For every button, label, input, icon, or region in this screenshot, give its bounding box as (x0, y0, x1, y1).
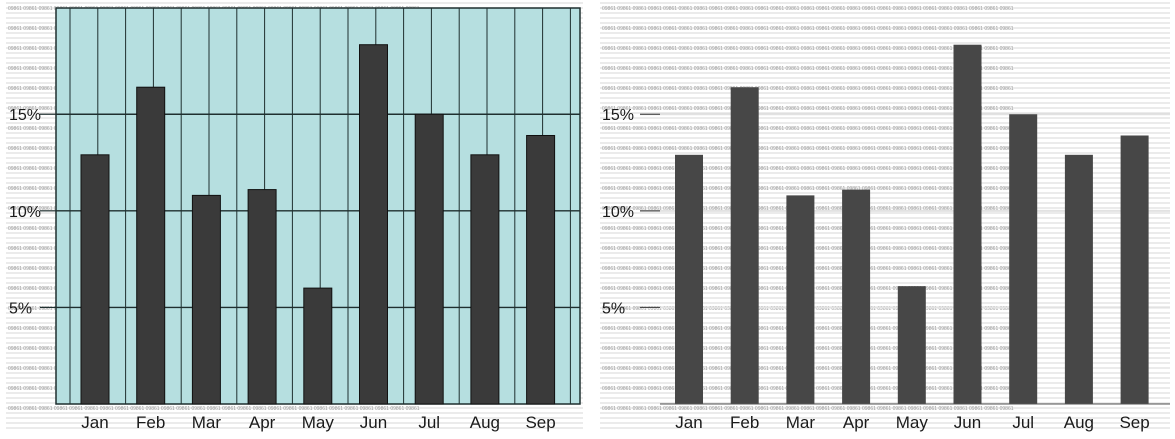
x-tick-label: May (302, 413, 335, 432)
x-tick-label: Jul (1012, 413, 1034, 432)
y-tick-label: 10% (602, 204, 634, 221)
right-bar-chart: 09861 09861 09861 09861 09861 09861 0986… (600, 2, 1170, 432)
texture-text: 09861 09861 09861 09861 09861 09861 0986… (602, 106, 1014, 112)
bar-mar (191, 194, 221, 405)
bar-may (303, 287, 333, 405)
x-tick-label: Jul (418, 413, 440, 432)
texture-text: 09861 09861 09861 09861 09861 09861 0986… (602, 146, 1014, 152)
x-tick-label: Sep (1119, 413, 1149, 432)
texture-text: 09861 09861 09861 09861 09861 09861 0986… (602, 186, 1014, 192)
bar-jun (953, 44, 982, 404)
texture-text: 09861 09861 09861 09861 09861 09861 0986… (602, 6, 1014, 12)
texture-text: 09861 09861 09861 09861 09861 09861 0986… (8, 406, 420, 412)
x-tick-label: Apr (843, 413, 870, 432)
bar-feb (136, 86, 166, 405)
bar-aug (470, 154, 500, 405)
texture-text: 09861 09861 09861 09861 09861 09861 0986… (602, 46, 1014, 52)
bar-jan (675, 154, 703, 404)
x-tick-label: Jun (360, 413, 387, 432)
texture-text: 09861 09861 09861 09861 09861 09861 0986… (602, 66, 1014, 72)
bar-jan (80, 154, 110, 405)
x-tick-label: Jun (954, 413, 981, 432)
bar-feb (730, 87, 759, 404)
x-tick-label: Aug (470, 413, 500, 432)
bar-jul (414, 113, 444, 405)
texture-text: 09861 09861 09861 09861 09861 09861 0986… (602, 126, 1014, 132)
x-tick-label: Sep (525, 413, 555, 432)
x-tick-label: May (896, 413, 929, 432)
y-tick-label: 10% (9, 204, 41, 221)
bar-sep (526, 134, 556, 405)
x-tick-label: Jan (81, 413, 108, 432)
y-tick-label: 15% (602, 107, 634, 124)
x-tick-label: Feb (730, 413, 759, 432)
bar-sep (1120, 135, 1149, 404)
texture-text: 09861 09861 09861 09861 09861 09861 0986… (602, 166, 1014, 172)
left-bar-chart: 09861 09861 09861 09861 09861 09861 0986… (6, 2, 583, 432)
x-tick-label: Apr (249, 413, 276, 432)
texture-text: 09861 09861 09861 09861 09861 09861 0986… (602, 86, 1014, 92)
bar-jul (1009, 114, 1038, 405)
bar-jun (359, 44, 388, 405)
y-tick-label: 15% (9, 107, 41, 124)
bar-aug (1064, 154, 1093, 404)
y-tick-label: 5% (602, 300, 625, 317)
x-tick-label: Mar (786, 413, 816, 432)
x-tick-label: Mar (192, 413, 222, 432)
x-tick-label: Aug (1064, 413, 1094, 432)
y-tick-label: 5% (9, 300, 32, 317)
bar-mar (786, 195, 815, 404)
x-tick-label: Feb (136, 413, 165, 432)
bar-apr (247, 189, 277, 405)
bar-apr (842, 189, 871, 404)
texture-text: 09861 09861 09861 09861 09861 09861 0986… (602, 406, 1014, 412)
x-tick-label: Jan (675, 413, 702, 432)
bar-may (897, 286, 926, 404)
texture-text: 09861 09861 09861 09861 09861 09861 0986… (602, 26, 1014, 32)
